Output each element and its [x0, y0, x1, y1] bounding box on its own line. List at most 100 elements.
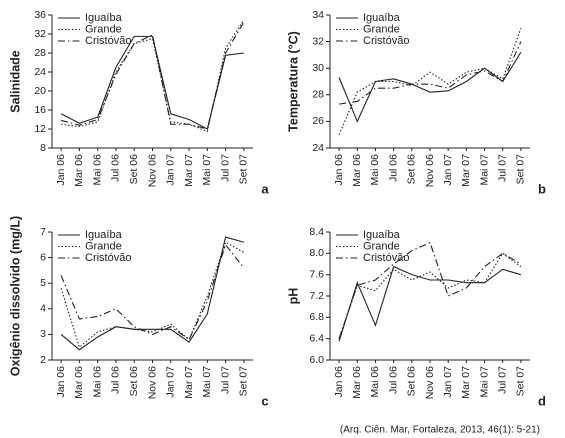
y-axis-label: Oxigênio dissolvido (mg/L) [8, 216, 22, 376]
y-tick-label: 4 [40, 303, 46, 315]
x-tick-label: Set 06 [406, 366, 418, 397]
legend-label: Cristóvão [85, 35, 131, 47]
legend-label: Iguaíba [363, 229, 401, 241]
legend-label: Grande [85, 23, 122, 35]
x-tick-label: Set 06 [128, 154, 140, 185]
x-tick-label: Mar 06 [351, 154, 363, 187]
legend-label: Grande [363, 240, 400, 252]
y-tick-label: 26 [312, 115, 324, 127]
x-tick-label: Jan 06 [333, 154, 345, 186]
y-tick-label: 6.8 [309, 311, 324, 323]
x-tick-label: Jul 06 [387, 366, 399, 394]
x-tick-label: Set 06 [406, 154, 418, 185]
x-tick-label: Jul 07 [497, 154, 509, 182]
x-tick-label: Mai 07 [478, 154, 490, 186]
x-tick-label: Nov 06 [146, 154, 158, 187]
x-tick-label: Nov 06 [146, 366, 158, 399]
series-line [338, 51, 522, 123]
x-tick-label: Jul 06 [110, 366, 122, 394]
x-tick-label: Jan 07 [442, 154, 454, 186]
y-tick-label: 28 [312, 89, 324, 101]
series-line [61, 19, 245, 133]
y-tick-label: 8 [40, 142, 46, 154]
y-tick-label: 8.4 [309, 226, 324, 238]
x-tick-label: Mar 07 [183, 366, 195, 399]
x-tick-label: Mar 06 [351, 366, 363, 399]
x-tick-label: Jan 06 [55, 154, 67, 186]
x-tick-label: Mai 07 [201, 154, 213, 186]
series-line [60, 236, 245, 351]
y-tick-label: 24 [34, 66, 46, 78]
x-tick-label: Jan 07 [165, 154, 177, 186]
y-tick-label: 34 [312, 9, 324, 21]
series-line [60, 21, 245, 130]
y-tick-label: 32 [34, 28, 46, 40]
x-tick-label: Mai 06 [369, 154, 381, 186]
legend-label: Iguaíba [85, 12, 123, 24]
x-tick-label: Mar 06 [73, 366, 85, 399]
panel-label: c [261, 393, 268, 408]
y-axis-label: pH [286, 288, 300, 305]
x-tick-label: Set 07 [515, 154, 527, 185]
x-tick-label: Jul 07 [219, 366, 231, 394]
x-tick-label: Nov 06 [424, 366, 436, 399]
legend-label: Iguaíba [85, 229, 123, 241]
x-tick-label: Jul 06 [110, 154, 122, 182]
legend-label: Grande [85, 240, 122, 252]
panel-label: a [261, 181, 269, 196]
series-line [60, 243, 245, 341]
x-tick-label: Jan 07 [442, 366, 454, 398]
y-tick-label: 32 [312, 35, 324, 47]
legend-label: Cristóvão [363, 252, 409, 264]
y-tick-label: 8.0 [309, 247, 324, 259]
x-tick-label: Set 07 [238, 366, 250, 397]
panel-label: d [538, 393, 546, 408]
y-tick-label: 30 [312, 62, 324, 74]
series-line [339, 41, 522, 105]
y-tick-label: 3 [40, 328, 46, 340]
x-tick-label: Mai 06 [369, 366, 381, 398]
x-tick-label: Set 06 [128, 366, 140, 397]
y-tick-label: 20 [34, 85, 46, 97]
y-tick-label: 6.4 [309, 332, 324, 344]
y-tick-label: 7 [40, 226, 46, 238]
x-tick-label: Set 07 [238, 154, 250, 185]
y-tick-label: 6.0 [309, 354, 324, 366]
x-tick-label: Jan 06 [333, 366, 345, 398]
x-tick-label: Mar 07 [460, 154, 472, 187]
y-axis-label: Temperatura (°C) [286, 31, 300, 132]
y-tick-label: 36 [34, 9, 46, 21]
x-tick-label: Set 07 [515, 366, 527, 397]
series-line [338, 265, 522, 342]
series-line [338, 28, 522, 135]
panel-label: b [538, 181, 546, 196]
x-tick-label: Jan 07 [165, 366, 177, 398]
x-tick-label: Mai 07 [478, 366, 490, 398]
x-tick-label: Jul 07 [497, 366, 509, 394]
y-tick-label: 6 [40, 251, 46, 263]
source: (Arq. Ciên. Mar, Fortaleza, 2013, 46(1):… [340, 425, 540, 436]
legend-label: Cristóvão [363, 35, 409, 47]
x-tick-label: Jul 07 [219, 154, 231, 182]
y-tick-label: 28 [34, 47, 46, 59]
y-tick-label: 24 [312, 142, 324, 154]
y-tick-label: 2 [40, 354, 46, 366]
legend-label: Iguaíba [363, 12, 401, 24]
x-tick-label: Jan 06 [55, 366, 67, 398]
series-line [338, 252, 522, 339]
y-tick-label: 7.2 [309, 290, 324, 302]
x-tick-label: Mar 07 [183, 154, 195, 187]
legend-label: Grande [363, 23, 400, 35]
series-line [60, 35, 244, 130]
y-tick-label: 12 [34, 123, 46, 135]
x-tick-label: Mai 06 [91, 154, 103, 186]
x-tick-label: Jul 06 [387, 154, 399, 182]
x-tick-label: Mar 06 [73, 154, 85, 187]
legend-label: Cristóvão [85, 252, 131, 264]
series-line [338, 241, 522, 339]
x-tick-label: Mar 07 [460, 366, 472, 399]
x-tick-label: Mai 07 [201, 366, 213, 398]
series-line [60, 241, 245, 349]
y-axis-label: Salinidade [8, 50, 22, 113]
